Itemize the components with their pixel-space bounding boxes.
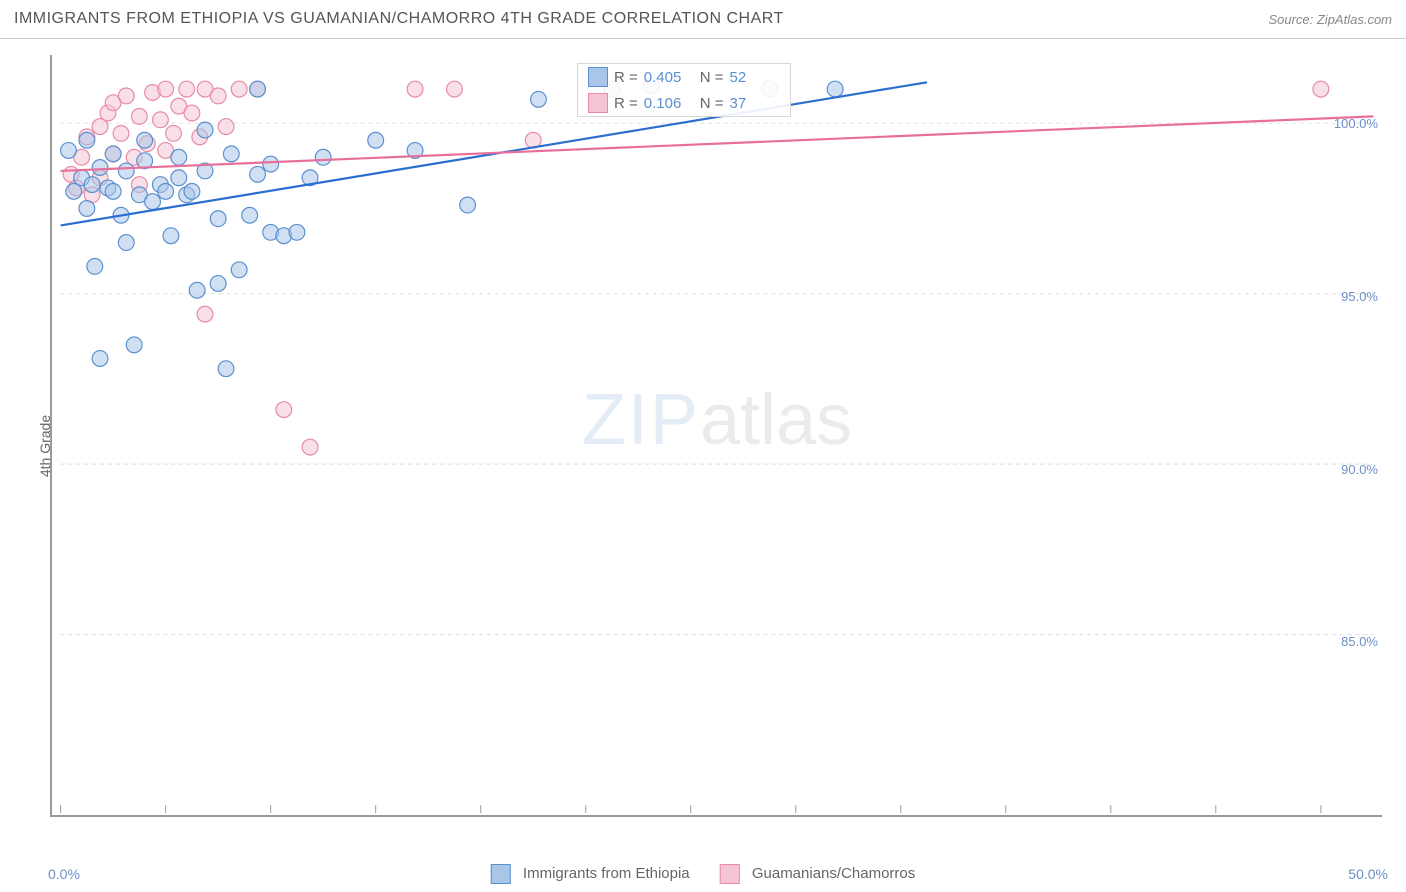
stats-box: R = 0.405 N = 52 R = 0.106 N = 37 xyxy=(577,63,791,117)
n-value-2: 37 xyxy=(730,95,780,112)
x-axis-max-label: 50.0% xyxy=(1348,866,1388,882)
y-tick-label: 85.0% xyxy=(1341,634,1378,649)
y-tick-label: 95.0% xyxy=(1341,289,1378,304)
r-label-1: R = xyxy=(614,69,638,86)
bottom-legend: Immigrants from Ethiopia Guamanians/Cham… xyxy=(491,864,915,884)
chart-svg xyxy=(52,55,1382,815)
plot-area: ZIPatlas R = 0.405 N = 52 R = 0.106 N = … xyxy=(50,55,1382,817)
legend-item-2: Guamanians/Chamorros xyxy=(720,864,916,884)
r-value-2: 0.106 xyxy=(644,95,694,112)
r-value-1: 0.405 xyxy=(644,69,694,86)
chart-title: IMMIGRANTS FROM ETHIOPIA VS GUAMANIAN/CH… xyxy=(14,10,784,28)
source-label: Source: ZipAtlas.com xyxy=(1268,12,1392,27)
y-tick-label: 100.0% xyxy=(1334,116,1378,131)
y-tick-label: 90.0% xyxy=(1341,462,1378,477)
stats-swatch-blue xyxy=(588,67,608,87)
n-label-2: N = xyxy=(700,95,724,112)
stats-row-2: R = 0.106 N = 37 xyxy=(578,90,790,116)
legend-item-1: Immigrants from Ethiopia xyxy=(491,864,690,884)
x-axis-min-label: 0.0% xyxy=(48,866,80,882)
r-label-2: R = xyxy=(614,95,638,112)
legend-swatch-pink xyxy=(720,864,740,884)
header: IMMIGRANTS FROM ETHIOPIA VS GUAMANIAN/CH… xyxy=(0,0,1406,39)
n-value-1: 52 xyxy=(730,69,780,86)
stats-swatch-pink xyxy=(588,93,608,113)
stats-row-1: R = 0.405 N = 52 xyxy=(578,64,790,90)
legend-label-2: Guamanians/Chamorros xyxy=(752,865,915,882)
n-label-1: N = xyxy=(700,69,724,86)
legend-swatch-blue xyxy=(491,864,511,884)
legend-label-1: Immigrants from Ethiopia xyxy=(523,865,690,882)
